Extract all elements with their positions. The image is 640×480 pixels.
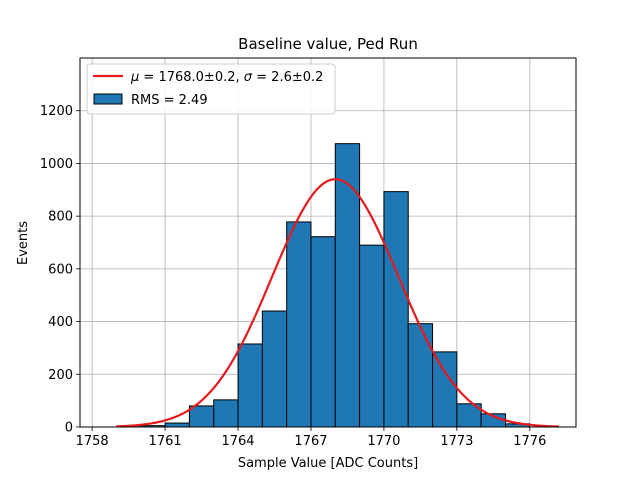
x-axis-label: Sample Value [ADC Counts] (238, 456, 418, 471)
x-tick-label: 1758 (76, 434, 109, 449)
histogram-bar (286, 221, 312, 428)
x-tick-label: 1761 (149, 434, 182, 449)
legend-histogram-label: RMS = 2.49 (131, 93, 208, 108)
y-tick-label: 400 (48, 315, 73, 330)
x-tick-label: 1773 (440, 434, 473, 449)
histogram-bar (188, 405, 215, 428)
y-tick-label: 1000 (40, 157, 73, 172)
histogram-bar (383, 191, 409, 428)
legend: μ = 1768.0±0.2, σ = 2.6±0.2 RMS = 2.49 (86, 63, 336, 115)
y-axis-label: Events (16, 221, 31, 265)
histogram-bars (115, 143, 531, 428)
y-tick-label: 600 (48, 262, 73, 277)
histogram-bar (261, 310, 288, 428)
y-tick-label: 1200 (40, 104, 73, 119)
histogram-bar (164, 422, 190, 428)
y-tick-label: 0 (65, 421, 73, 436)
gaussian-fit-curve (116, 178, 560, 428)
legend-fit-label: μ = 1768.0±0.2, σ = 2.6±0.2 (130, 70, 323, 85)
legend-histogram-swatch (93, 93, 123, 105)
x-tick-label: 1770 (367, 434, 400, 449)
histogram-bar (213, 399, 239, 428)
x-tick-label: 1764 (221, 434, 254, 449)
y-tick-label: 200 (48, 368, 73, 383)
histogram-bar (237, 343, 263, 428)
histogram-bar (310, 236, 336, 428)
y-tick-label: 800 (48, 210, 73, 225)
y-axis-ticks: 0 200 400 600 800 1000 1200 (40, 104, 80, 436)
histogram-bar (407, 323, 434, 428)
x-tick-label: 1776 (513, 434, 546, 449)
legend-box (86, 63, 336, 115)
histogram-bar (359, 244, 385, 428)
plot-frame (79, 57, 577, 428)
histogram-bar (334, 143, 361, 428)
x-tick-label: 1767 (294, 434, 327, 449)
x-axis-ticks: 1758 1761 1764 1767 1770 1773 1776 (76, 427, 546, 449)
histogram-bar (432, 351, 458, 428)
chart-title: Baseline value, Ped Run (238, 35, 418, 53)
